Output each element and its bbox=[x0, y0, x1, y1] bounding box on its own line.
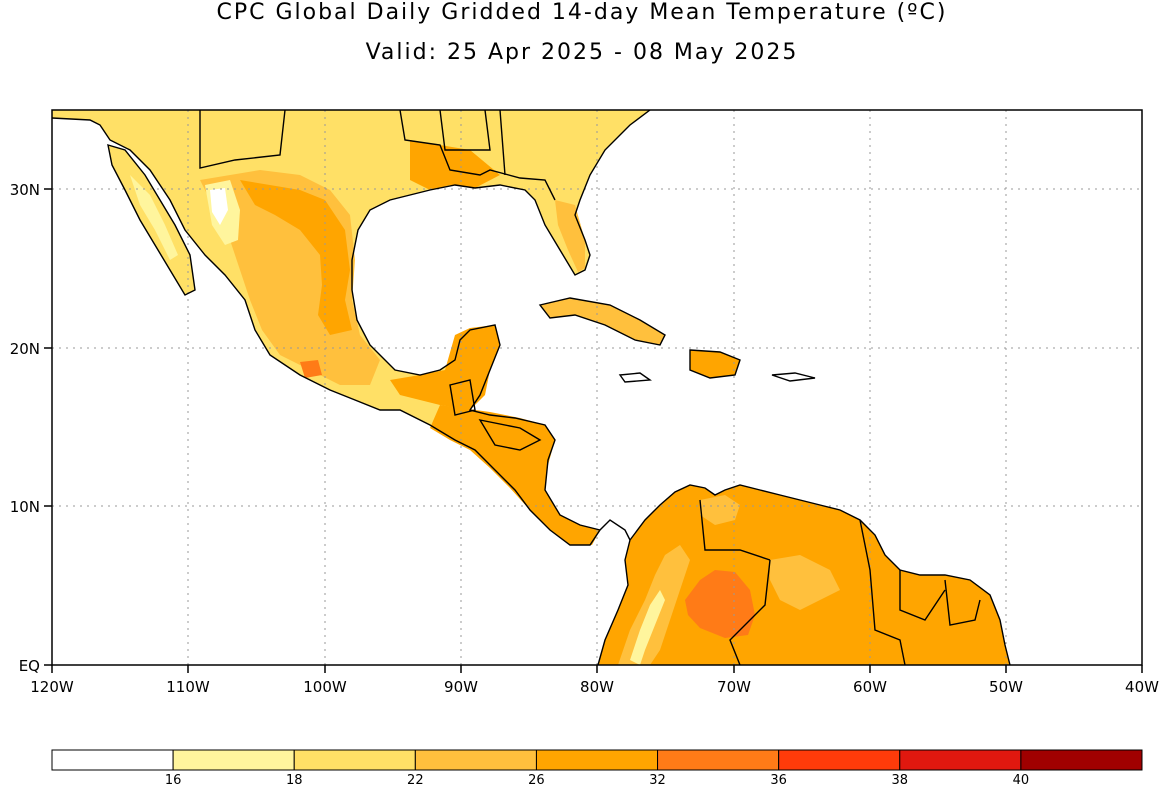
colorbar-label: 26 bbox=[528, 773, 545, 788]
lon-label-110w: 110W bbox=[166, 678, 210, 696]
land-florida bbox=[555, 200, 585, 272]
lat-label-30n: 30N bbox=[10, 181, 40, 199]
land-sa-andes-white bbox=[630, 590, 665, 665]
land-sa-guiana-mild bbox=[770, 555, 840, 610]
colorbar-swatch bbox=[899, 749, 1022, 771]
chart-subtitle: Valid: 25 Apr 2025 - 08 May 2025 bbox=[365, 40, 799, 65]
colorbar-swatch bbox=[172, 749, 295, 771]
chart-title: CPC Global Daily Gridded 14-day Mean Tem… bbox=[216, 0, 948, 25]
lon-label-80w: 80W bbox=[580, 678, 614, 696]
colorbar-label: 16 bbox=[165, 773, 182, 788]
colorbar-label: 36 bbox=[770, 773, 787, 788]
lat-label-20n: 20N bbox=[10, 340, 40, 358]
land-mexico-hot bbox=[240, 180, 352, 335]
lat-label-eq: EQ bbox=[19, 657, 40, 675]
colorbar-label: 18 bbox=[286, 773, 303, 788]
land-yucatan bbox=[390, 325, 500, 410]
coastlines bbox=[52, 110, 1011, 665]
lon-label-70w: 70W bbox=[717, 678, 751, 696]
land-sa-hot-core bbox=[685, 570, 755, 638]
colorbar-swatch bbox=[1020, 749, 1143, 771]
colorbar-swatch bbox=[414, 749, 537, 771]
land-baja-cool bbox=[130, 175, 178, 260]
land-hot-spot-mexico bbox=[300, 360, 322, 378]
lon-label-60w: 60W bbox=[853, 678, 887, 696]
colorbar: 16 18 22 26 32 36 38 40 bbox=[51, 749, 1143, 788]
lon-label-50w: 50W bbox=[989, 678, 1023, 696]
lon-label-120w: 120W bbox=[30, 678, 74, 696]
colorbar-label: 38 bbox=[892, 773, 909, 788]
lon-label-90w: 90W bbox=[444, 678, 478, 696]
land-cuba bbox=[540, 298, 665, 345]
land-sierra-white bbox=[210, 188, 228, 225]
lon-label-100w: 100W bbox=[303, 678, 347, 696]
colorbar-label: 40 bbox=[1013, 773, 1030, 788]
axis-ticks bbox=[44, 188, 1143, 673]
colorbar-label: 32 bbox=[649, 773, 666, 788]
land-texas-gulf bbox=[410, 140, 500, 190]
colorbar-swatch bbox=[293, 749, 416, 771]
lat-label-10n: 10N bbox=[10, 498, 40, 516]
lat-axis-labels: EQ 10N 20N 30N bbox=[10, 181, 40, 675]
colorbar-swatch bbox=[657, 749, 780, 771]
land-hispaniola bbox=[690, 350, 740, 378]
colorbar-swatch bbox=[778, 749, 901, 771]
temperature-field bbox=[52, 110, 1010, 665]
lon-axis-labels: 120W 110W 100W 90W 80W 70W 60W 50W 40W bbox=[30, 678, 1159, 696]
land-central-america bbox=[430, 405, 600, 545]
colorbar-label: 22 bbox=[407, 773, 424, 788]
colorbar-swatch bbox=[51, 749, 174, 771]
lon-label-40w: 40W bbox=[1125, 678, 1159, 696]
land-venezuela-mild bbox=[700, 495, 740, 525]
gridlines bbox=[52, 110, 1142, 665]
colorbar-swatch bbox=[535, 749, 659, 771]
